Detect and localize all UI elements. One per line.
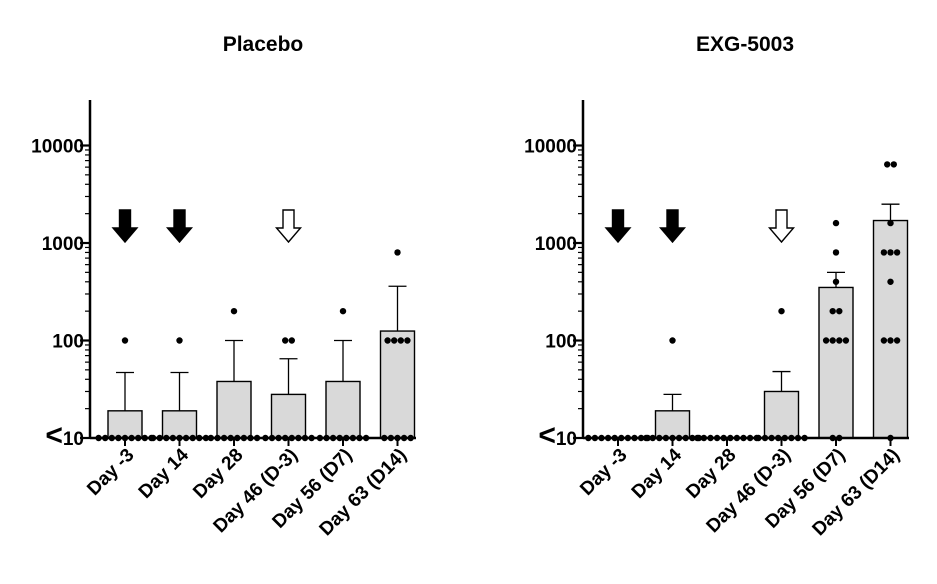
error-bar bbox=[116, 371, 134, 411]
y-tick-label: 100 bbox=[52, 332, 84, 353]
y-tick-label: 100 bbox=[545, 332, 577, 353]
data-point bbox=[394, 249, 401, 256]
y-tick-value: 10000 bbox=[31, 137, 84, 158]
data-point bbox=[829, 307, 836, 315]
x-tick-label: Day -3 bbox=[83, 445, 138, 500]
data-point bbox=[669, 337, 676, 344]
chart-title: Placebo bbox=[223, 33, 304, 56]
y-tick-value: 1000 bbox=[535, 234, 577, 255]
filled-arrow-icon bbox=[658, 209, 687, 244]
data-point bbox=[384, 337, 391, 344]
data-point bbox=[176, 337, 183, 344]
bar bbox=[216, 380, 252, 439]
y-tick-label: 10000 bbox=[31, 137, 84, 158]
data-point bbox=[832, 249, 840, 256]
data-point bbox=[887, 337, 894, 344]
bar bbox=[325, 380, 361, 439]
data-point bbox=[391, 337, 398, 344]
bar bbox=[818, 286, 854, 439]
x-tick-label: Day 14 bbox=[135, 444, 193, 502]
data-point bbox=[893, 337, 901, 344]
data-point bbox=[822, 337, 830, 344]
data-point bbox=[282, 337, 289, 344]
data-point bbox=[887, 219, 894, 227]
filled-arrow-icon bbox=[604, 209, 632, 244]
y-tick-value: 10 bbox=[63, 429, 84, 450]
filled-arrow-icon bbox=[111, 209, 139, 244]
data-point bbox=[829, 337, 836, 344]
x-tick-label: Day 14 bbox=[628, 444, 686, 502]
bar bbox=[763, 390, 800, 439]
y-tick-value: 1000 bbox=[42, 234, 84, 255]
data-point bbox=[778, 307, 785, 315]
data-point bbox=[836, 337, 843, 344]
data-point bbox=[893, 249, 901, 256]
bar bbox=[379, 330, 416, 439]
bar bbox=[270, 393, 307, 439]
open-arrow-icon bbox=[767, 209, 796, 244]
data-point bbox=[404, 337, 411, 344]
y-tick-value: 10000 bbox=[524, 137, 577, 158]
filled-arrow-icon bbox=[165, 209, 194, 244]
open-arrow-icon bbox=[274, 209, 303, 244]
error-bar bbox=[170, 371, 189, 411]
bar bbox=[654, 410, 691, 439]
data-point bbox=[397, 337, 404, 344]
y-tick-value: 100 bbox=[545, 332, 577, 353]
error-bar bbox=[772, 370, 791, 392]
y-tick-label: <10 bbox=[45, 419, 84, 452]
data-point bbox=[842, 337, 850, 344]
error-bar bbox=[663, 393, 682, 411]
error-bar bbox=[279, 358, 298, 395]
data-point bbox=[887, 278, 894, 285]
data-point bbox=[832, 219, 840, 227]
y-tick-prefix: < bbox=[45, 419, 63, 452]
data-point bbox=[288, 337, 295, 344]
y-tick-label: 1000 bbox=[535, 234, 577, 255]
error-bar bbox=[881, 203, 900, 221]
error-bar bbox=[334, 339, 352, 382]
data-point bbox=[880, 249, 888, 256]
bar bbox=[107, 410, 143, 439]
data-point bbox=[230, 307, 238, 315]
y-tick-prefix: < bbox=[538, 419, 556, 452]
error-bar bbox=[388, 285, 407, 332]
data-point bbox=[890, 161, 897, 168]
error-bar bbox=[225, 339, 243, 382]
x-tick-label: Day -3 bbox=[576, 445, 631, 500]
y-tick-label: <10 bbox=[538, 419, 577, 452]
data-point bbox=[880, 337, 888, 344]
y-tick-label: 10000 bbox=[524, 137, 577, 158]
data-point bbox=[887, 249, 894, 256]
data-point bbox=[121, 337, 129, 344]
data-point bbox=[836, 307, 843, 315]
y-tick-label: 1000 bbox=[42, 234, 84, 255]
y-tick-value: 100 bbox=[52, 332, 84, 353]
data-point bbox=[339, 307, 347, 315]
y-tick-value: 10 bbox=[556, 429, 577, 450]
data-point bbox=[884, 161, 891, 168]
chart-title: EXG-5003 bbox=[696, 33, 794, 56]
bar bbox=[161, 410, 198, 439]
data-point bbox=[832, 278, 840, 285]
